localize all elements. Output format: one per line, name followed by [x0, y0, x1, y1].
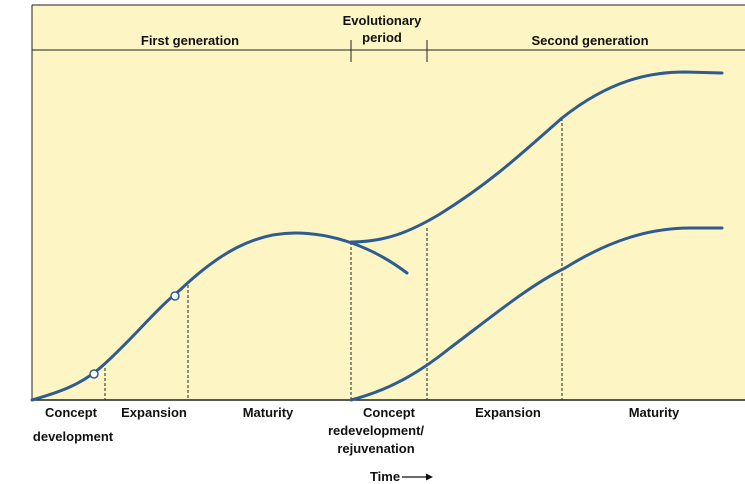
second-generation-upper-curve: [349, 70, 724, 244]
stage-label: Concept: [363, 405, 416, 420]
second-generation-lower-curve: [349, 226, 724, 402]
axis-label: Time: [370, 469, 400, 484]
stage-label: development: [33, 429, 114, 444]
stage-label: Maturity: [243, 405, 294, 420]
plot-area: [32, 5, 745, 400]
stage-label: rejuvenation: [337, 441, 414, 456]
period-label: Second generation: [531, 33, 648, 48]
stage-label: Maturity: [629, 405, 680, 420]
period-label: First generation: [141, 33, 239, 48]
stage-label: Expansion: [475, 405, 541, 420]
curve-point: [170, 291, 180, 301]
stage-label: Expansion: [121, 405, 187, 420]
period-label: Evolutionary: [343, 13, 423, 28]
period-label: period: [362, 30, 402, 45]
stage-label: Concept: [45, 405, 98, 420]
curve-point: [89, 369, 99, 379]
stage-label: redevelopment/: [328, 423, 424, 438]
time-arrowhead: [426, 473, 433, 481]
